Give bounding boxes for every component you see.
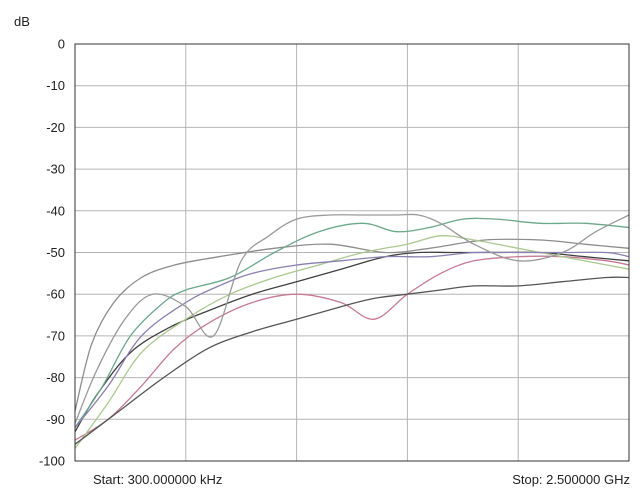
y-axis-unit-label: dB — [14, 14, 30, 29]
y-tick-label: -70 — [46, 328, 65, 343]
start-frequency-label: Start: 300.000000 kHz — [93, 472, 222, 487]
y-tick-label: -40 — [46, 203, 65, 218]
y-tick-label: -60 — [46, 287, 65, 302]
y-tick-label: -20 — [46, 120, 65, 135]
y-tick-label: -50 — [46, 245, 65, 260]
y-tick-label: -10 — [46, 78, 65, 93]
stop-frequency-label: Stop: 2.500000 GHz — [512, 472, 630, 487]
y-tick-label: 0 — [58, 37, 65, 52]
y-tick-label: -90 — [46, 412, 65, 427]
y-tick-label: -80 — [46, 370, 65, 385]
y-tick-label: -30 — [46, 162, 65, 177]
y-tick-label: -100 — [39, 454, 65, 469]
